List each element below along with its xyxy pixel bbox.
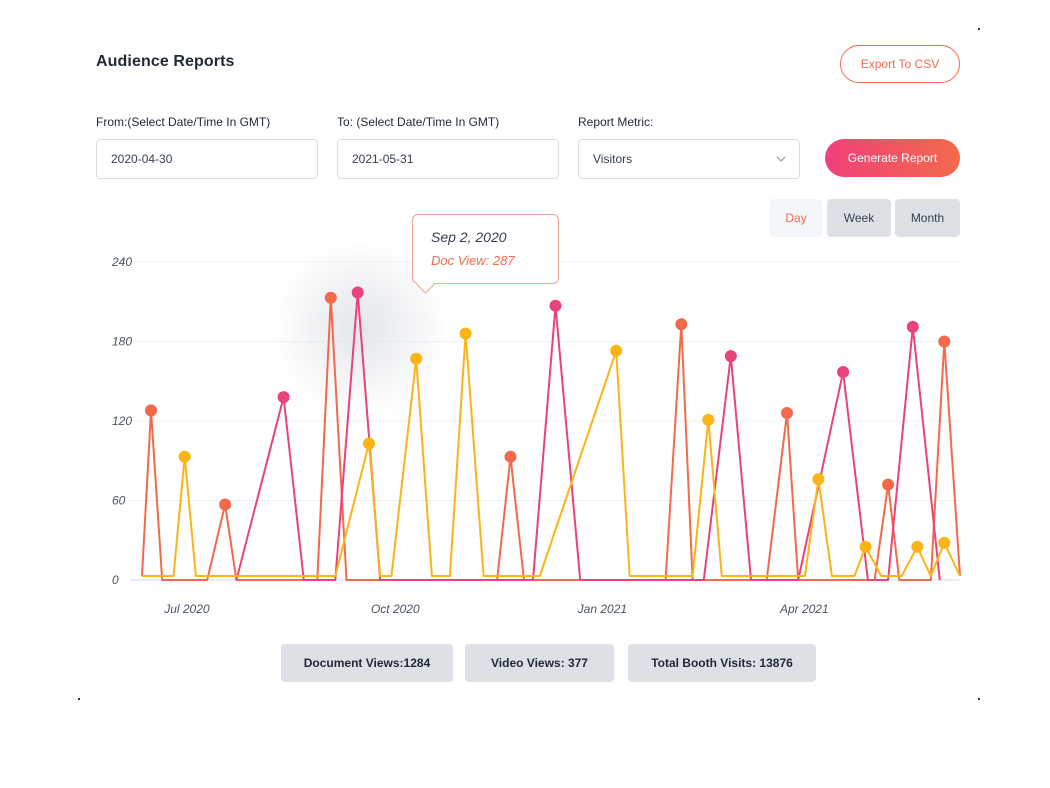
data-point <box>410 352 423 365</box>
data-point <box>812 473 825 486</box>
corner-mark <box>978 698 980 700</box>
chart-tooltip: Sep 2, 2020 Doc View: 287 <box>412 214 559 294</box>
y-tick-label: 180 <box>112 335 132 349</box>
page-title: Audience Reports <box>96 53 235 70</box>
data-point <box>363 437 375 450</box>
data-point <box>351 286 364 299</box>
booth-visits-stat: Total Booth Visits: 13876 <box>628 644 816 682</box>
corner-mark <box>78 698 80 700</box>
report-metric-label: Report Metric: <box>578 115 654 129</box>
data-point <box>938 335 951 348</box>
x-tick-label: Jan 2021 <box>577 602 627 616</box>
series-line <box>142 332 961 577</box>
x-tick-label: Apr 2021 <box>779 602 829 616</box>
y-tick-label: 0 <box>112 573 119 587</box>
granularity-week-button[interactable]: Week <box>827 199 891 237</box>
data-point <box>859 540 872 553</box>
series-line <box>141 296 961 581</box>
series-line <box>235 291 941 581</box>
data-point <box>459 327 472 340</box>
data-point <box>219 498 232 511</box>
y-tick-label: 120 <box>112 414 132 428</box>
data-point <box>178 450 191 463</box>
data-point <box>145 404 157 417</box>
export-csv-button[interactable]: Export To CSV <box>840 45 960 83</box>
report-metric-select[interactable]: Visitors <box>578 139 800 179</box>
from-date-label: From:(Select Date/Time In GMT) <box>96 115 271 129</box>
from-date-input[interactable]: 2020-04-30 <box>96 139 318 179</box>
data-point <box>781 407 793 419</box>
data-point <box>549 299 562 312</box>
data-point <box>882 478 895 491</box>
data-point <box>702 413 715 426</box>
to-date-input[interactable]: 2021-05-31 <box>337 139 559 179</box>
data-point <box>610 344 623 357</box>
from-date-value: 2020-04-30 <box>111 152 173 166</box>
data-point <box>911 540 924 553</box>
document-views-stat: Document Views:1284 <box>281 644 453 682</box>
data-point <box>938 536 951 549</box>
data-point <box>324 291 337 304</box>
y-tick-label: 240 <box>111 255 132 269</box>
data-point <box>837 366 850 378</box>
tooltip-date: Sep 2, 2020 <box>431 229 507 245</box>
granularity-month-button[interactable]: Month <box>895 199 960 237</box>
x-tick-label: Jul 2020 <box>163 602 210 616</box>
chevron-down-icon <box>776 156 786 162</box>
granularity-day-button[interactable]: Day <box>770 199 822 237</box>
data-point <box>277 391 290 404</box>
video-views-stat: Video Views: 377 <box>465 644 614 682</box>
x-tick-label: Oct 2020 <box>371 602 420 616</box>
report-metric-value: Visitors <box>593 152 633 166</box>
generate-report-button[interactable]: Generate Report <box>825 139 960 177</box>
tooltip-value: Doc View: 287 <box>431 253 515 268</box>
data-point <box>675 318 688 331</box>
data-point <box>504 450 517 463</box>
data-point <box>724 350 737 363</box>
data-point <box>906 320 919 333</box>
to-date-label: To: (Select Date/Time In GMT) <box>337 115 500 129</box>
y-tick-label: 60 <box>112 494 126 508</box>
to-date-value: 2021-05-31 <box>352 152 414 166</box>
corner-mark <box>978 28 980 30</box>
